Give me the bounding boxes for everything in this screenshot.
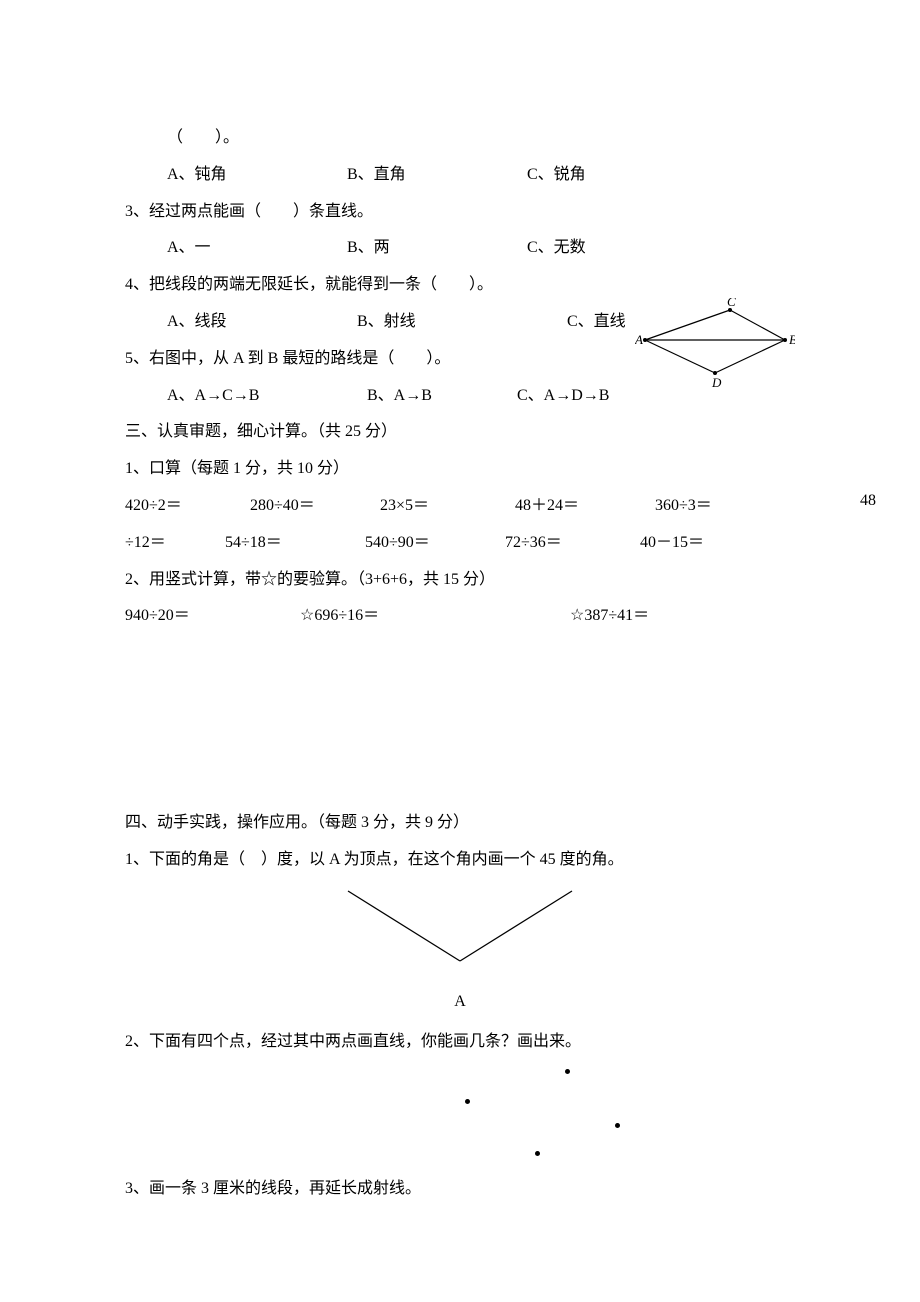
vert-e2: ☆696÷16＝ <box>300 598 570 635</box>
point-dot <box>465 1099 470 1104</box>
point-dot <box>615 1123 620 1128</box>
sec4-q3: 3、画一条 3 厘米的线段，再延长成射线。 <box>125 1171 795 1208</box>
q2-opt-c: C、锐角 <box>527 157 707 194</box>
mental-e5: 360÷3＝ <box>655 488 765 525</box>
rhombus-diagram: A B C D <box>635 298 795 408</box>
rhombus-svg: A B C D <box>635 298 795 393</box>
vert-e3: ☆387÷41＝ <box>570 598 770 635</box>
sec3-sub1-title: 1、口算（每题 1 分，共 10 分） <box>125 451 795 488</box>
q2-continuation: （ ）。 <box>125 120 795 157</box>
angle-svg <box>340 883 580 973</box>
sec4-q1: 1、下面的角是（ ）度，以 A 为顶点，在这个角内画一个 45 度的角。 <box>125 842 795 879</box>
svg-text:C: C <box>727 298 736 309</box>
q3-options: A、一 B、两 C、无数 <box>125 230 795 267</box>
points-figure <box>295 1061 795 1171</box>
q3-opt-b: B、两 <box>347 230 527 267</box>
mental-f4: 72÷36＝ <box>505 525 640 562</box>
q5-opt-b: B、A→B <box>367 378 517 415</box>
svg-text:B: B <box>789 332 795 347</box>
svg-text:A: A <box>635 332 643 347</box>
vert-e1: 940÷20＝ <box>125 598 300 635</box>
mental-row-1: 420÷2＝ 280÷40＝ 23×5＝ 48＋24＝ 360÷3＝ <box>125 488 795 525</box>
mental-row-2: ÷12＝ 54÷18＝ 540÷90＝ 72÷36＝ 40－15＝ <box>125 525 795 562</box>
svg-text:D: D <box>711 375 722 390</box>
q2-opt-a: A、钝角 <box>167 157 347 194</box>
q3-opt-c: C、无数 <box>527 230 707 267</box>
vertical-row: 940÷20＝ ☆696÷16＝ ☆387÷41＝ <box>125 598 795 635</box>
sec3-title: 三、认真审题，细心计算。（共 25 分） <box>125 414 795 451</box>
q2-opt-b: B、直角 <box>347 157 527 194</box>
sec3-sub2-title: 2、用竖式计算，带☆的要验算。（3+6+6，共 15 分） <box>125 562 795 599</box>
q4-opt-b: B、射线 <box>357 304 567 341</box>
mental-e3: 23×5＝ <box>380 488 515 525</box>
q3-stem: 3、经过两点能画（ ）条直线。 <box>125 194 795 231</box>
overflow-48: 48 <box>860 483 876 520</box>
q4-opt-a: A、线段 <box>167 304 357 341</box>
sec4-q2: 2、下面有四个点，经过其中两点画直线，你能画几条？画出来。 <box>125 1024 795 1061</box>
q5-opt-a: A、A→C→B <box>167 378 367 415</box>
sec4-title: 四、动手实践，操作应用。（每题 3 分，共 9 分） <box>125 805 795 842</box>
q2-options: A、钝角 B、直角 C、锐角 <box>125 157 795 194</box>
angle-figure: A <box>125 883 795 1021</box>
mental-e1: 420÷2＝ <box>125 488 250 525</box>
mental-f5: 40－15＝ <box>640 525 760 562</box>
mental-e2: 280÷40＝ <box>250 488 380 525</box>
q3-opt-a: A、一 <box>167 230 347 267</box>
point-dot <box>535 1151 540 1156</box>
mental-f3: 540÷90＝ <box>365 525 505 562</box>
point-dot <box>565 1069 570 1074</box>
mental-f1: ÷12＝ <box>125 525 225 562</box>
mental-f2: 54÷18＝ <box>225 525 365 562</box>
angle-label: A <box>125 984 795 1021</box>
mental-e4: 48＋24＝ <box>515 488 655 525</box>
